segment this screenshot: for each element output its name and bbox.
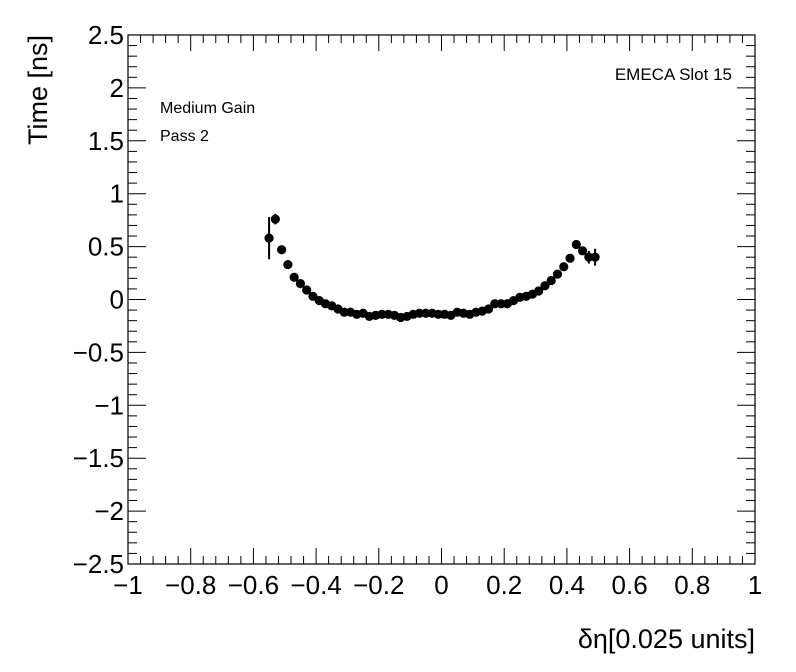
x-tick-label: 0.8 [674,570,710,600]
data-point [289,272,299,282]
x-tick-label: 0.6 [612,570,648,600]
y-tick-label: 2.5 [88,20,124,50]
y-tick-label: 0.5 [88,232,124,262]
x-tick-label: −0.4 [290,570,341,600]
data-point [559,262,569,272]
annotation-pass: Pass 2 [160,128,209,145]
y-tick-label: 1 [110,179,124,209]
x-tick-label: −0.6 [228,570,279,600]
data-point [534,286,544,296]
x-tick-label: 0 [434,570,448,600]
data-point [577,246,588,256]
data-series [264,213,600,323]
data-point [483,304,494,314]
data-point [302,285,312,295]
data-point [565,253,575,263]
y-tick-label: −1.5 [73,443,124,473]
y-tick-label: −1 [94,390,124,420]
annotation-gain: Medium Gain [160,100,255,117]
x-tick-label: 0.2 [486,570,522,600]
data-point [571,239,581,250]
x-tick-labels: −1 −0.8 −0.6 −0.4 −0.2 0 0.2 0.4 0.6 0.8 1 [113,570,762,600]
data-point [552,269,563,279]
x-tick-label: −0.2 [353,570,404,600]
y-tick-label: −2 [94,496,124,526]
y-tick-labels: −2.5 −2 −1.5 −1 −0.5 0 0.5 1 1.5 2 2.5 [73,20,124,579]
data-point [546,275,556,286]
data-point [270,214,280,224]
x-tick-label: 0.4 [549,570,585,600]
axis-ticks [127,34,756,565]
x-tick-label: −1 [113,570,143,600]
x-axis-label: δη[0.025 units] [578,624,755,654]
data-point [590,252,600,262]
y-tick-label: 1.5 [88,126,124,156]
data-point [264,233,274,243]
y-tick-label: −0.5 [73,337,124,367]
annotation-slot: EMECA Slot 15 [615,65,732,84]
data-point [295,279,306,289]
y-tick-label: −2.5 [73,549,124,579]
data-point [540,281,550,291]
y-axis-label: Time [ns] [23,35,53,145]
y-tick-label: 2 [110,73,124,103]
data-point [277,245,287,255]
data-point [283,259,293,270]
y-tick-label: 0 [110,285,124,315]
x-tick-label: 1 [748,570,762,600]
x-tick-label: −0.8 [165,570,216,600]
